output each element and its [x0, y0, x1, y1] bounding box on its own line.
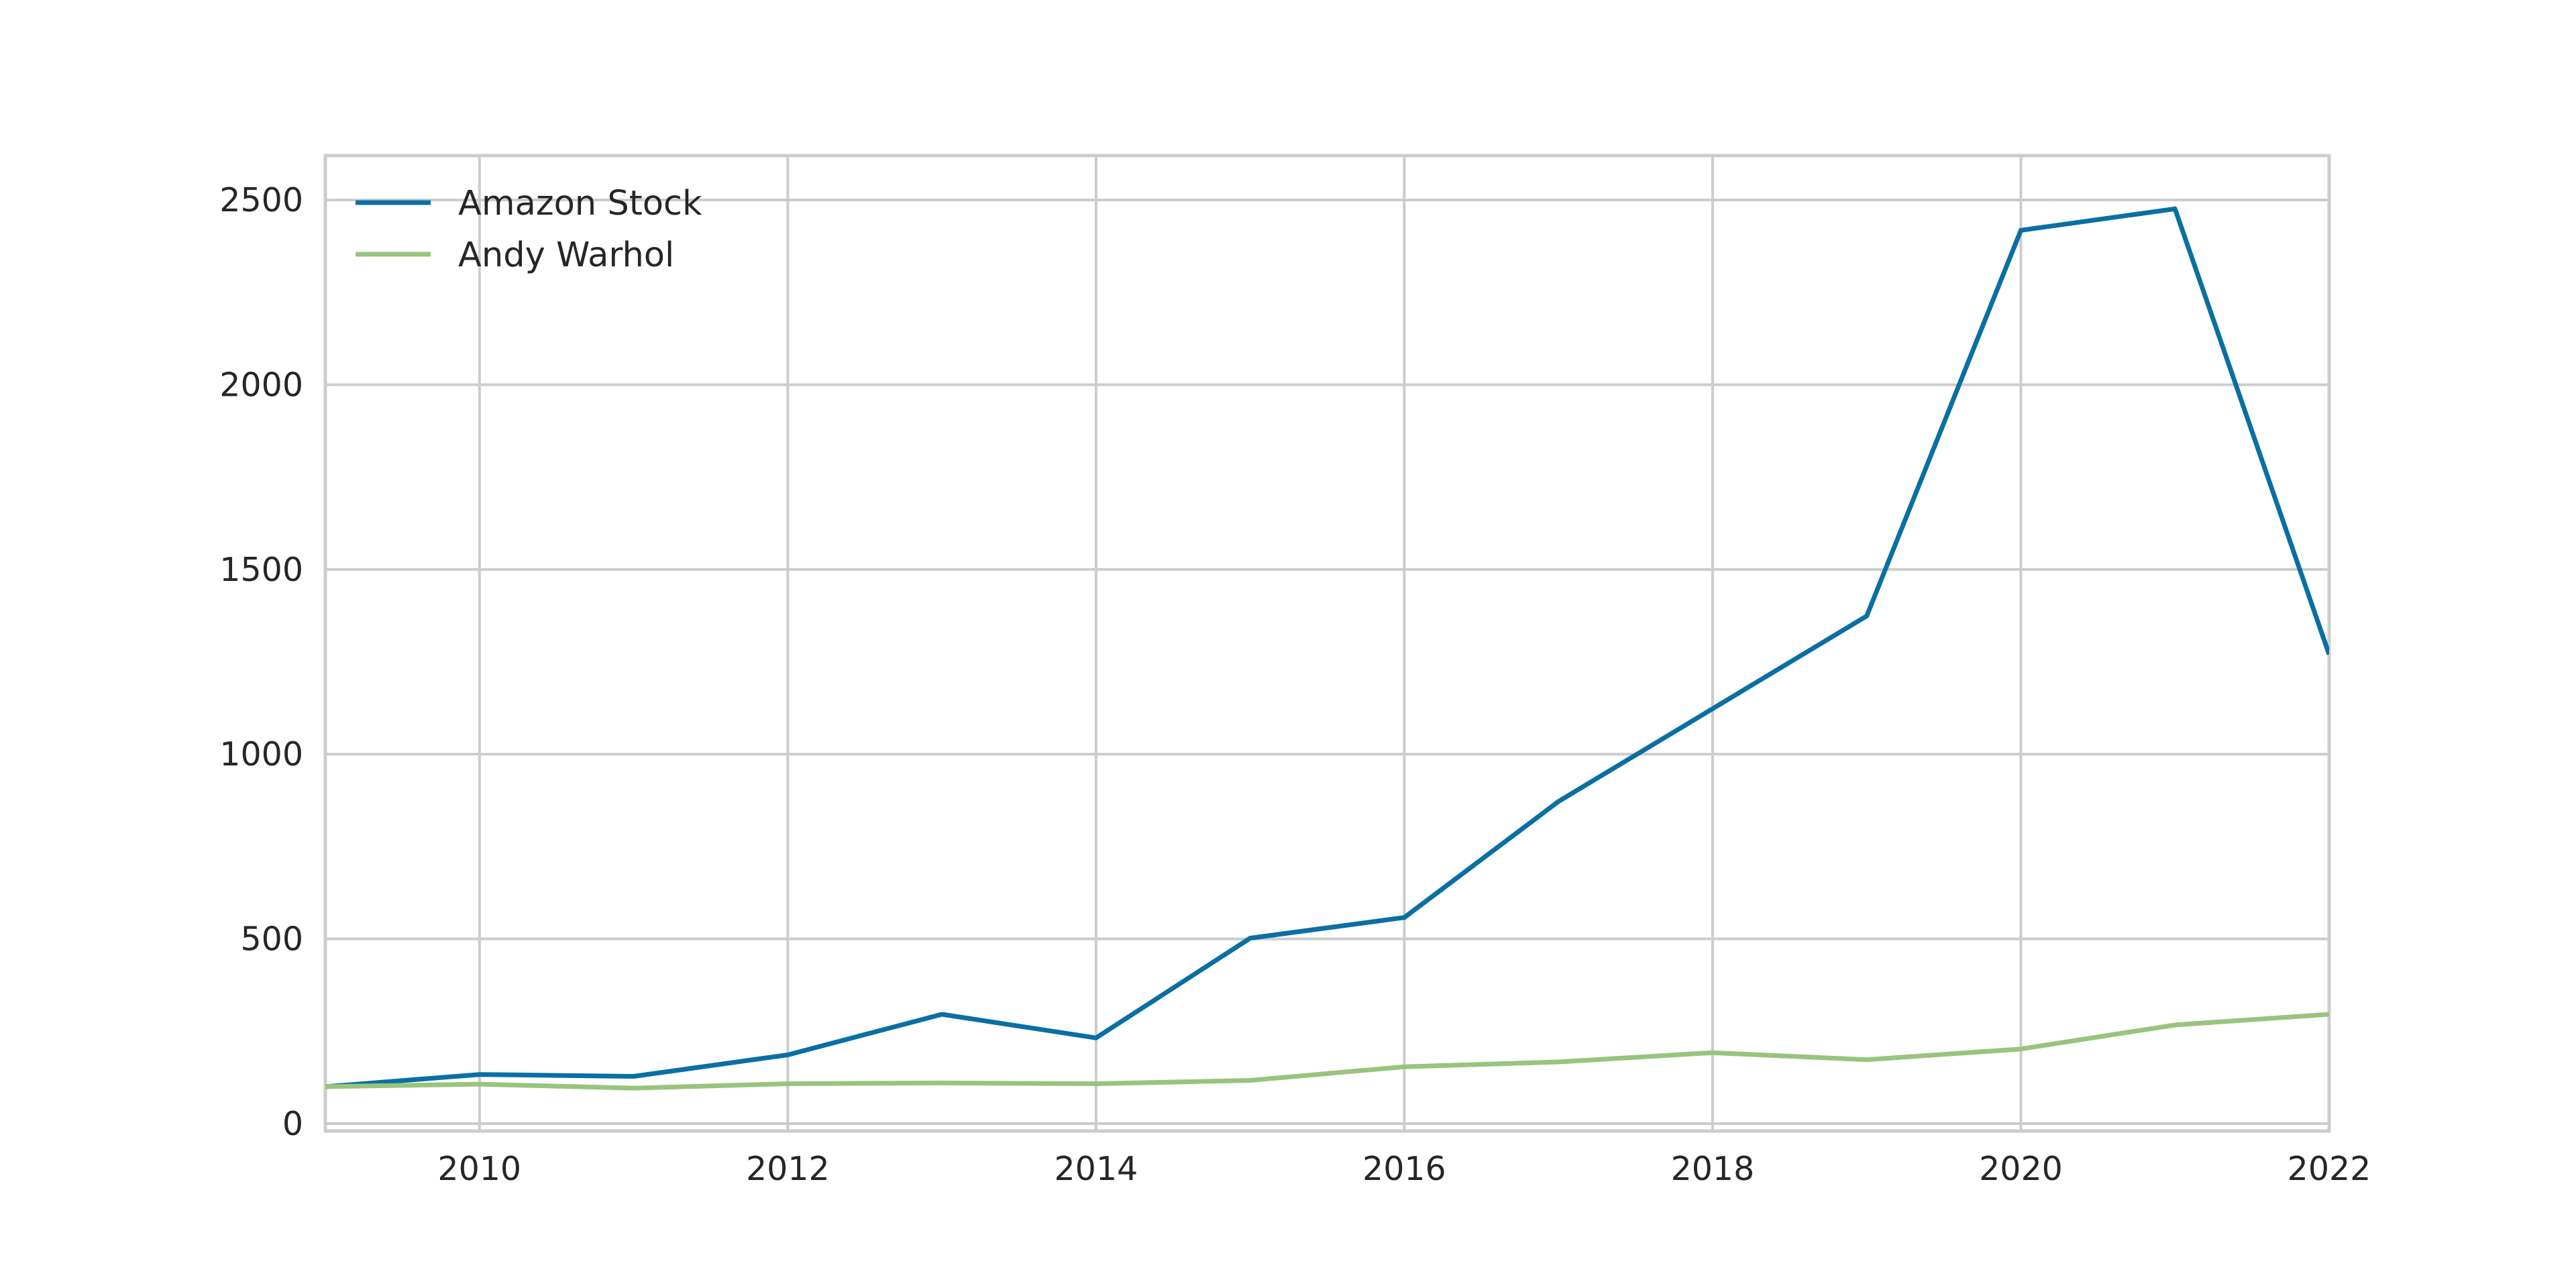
series-line-andy-warhol [325, 1012, 2329, 1091]
x-tick-label-2020: 2020 [1979, 1150, 2063, 1188]
legend: Amazon Stock Andy Warhol [356, 184, 702, 275]
y-tick-label-0: 0 [282, 1105, 303, 1143]
x-tick-label-2012: 2012 [746, 1150, 830, 1188]
y-tick-label-1500: 1500 [219, 551, 303, 589]
x-tick-label-2010: 2010 [437, 1150, 521, 1188]
y-tick-label-1000: 1000 [219, 735, 303, 773]
x-tick-label-2022: 2022 [2288, 1150, 2371, 1188]
x-tick-label-2016: 2016 [1362, 1150, 1446, 1188]
legend-label-andy-warhol: Andy Warhol [458, 235, 674, 275]
series-layer [325, 206, 2329, 1091]
x-tick-label-2014: 2014 [1054, 1150, 1138, 1188]
y-tick-label-2000: 2000 [219, 366, 303, 404]
y-tick-label-500: 500 [240, 920, 303, 959]
grid-layer [325, 156, 2330, 1131]
series-line-amazon-stock [325, 206, 2329, 1089]
x-tick-label-2018: 2018 [1671, 1150, 1755, 1188]
tick-labels: 2010 2012 2014 2016 2018 2020 2022 0 500 1000 1500… [219, 181, 2371, 1188]
legend-label-amazon-stock: Amazon Stock [458, 184, 702, 223]
y-tick-label-2500: 2500 [219, 181, 303, 219]
plot-area-border [323, 154, 2331, 1133]
